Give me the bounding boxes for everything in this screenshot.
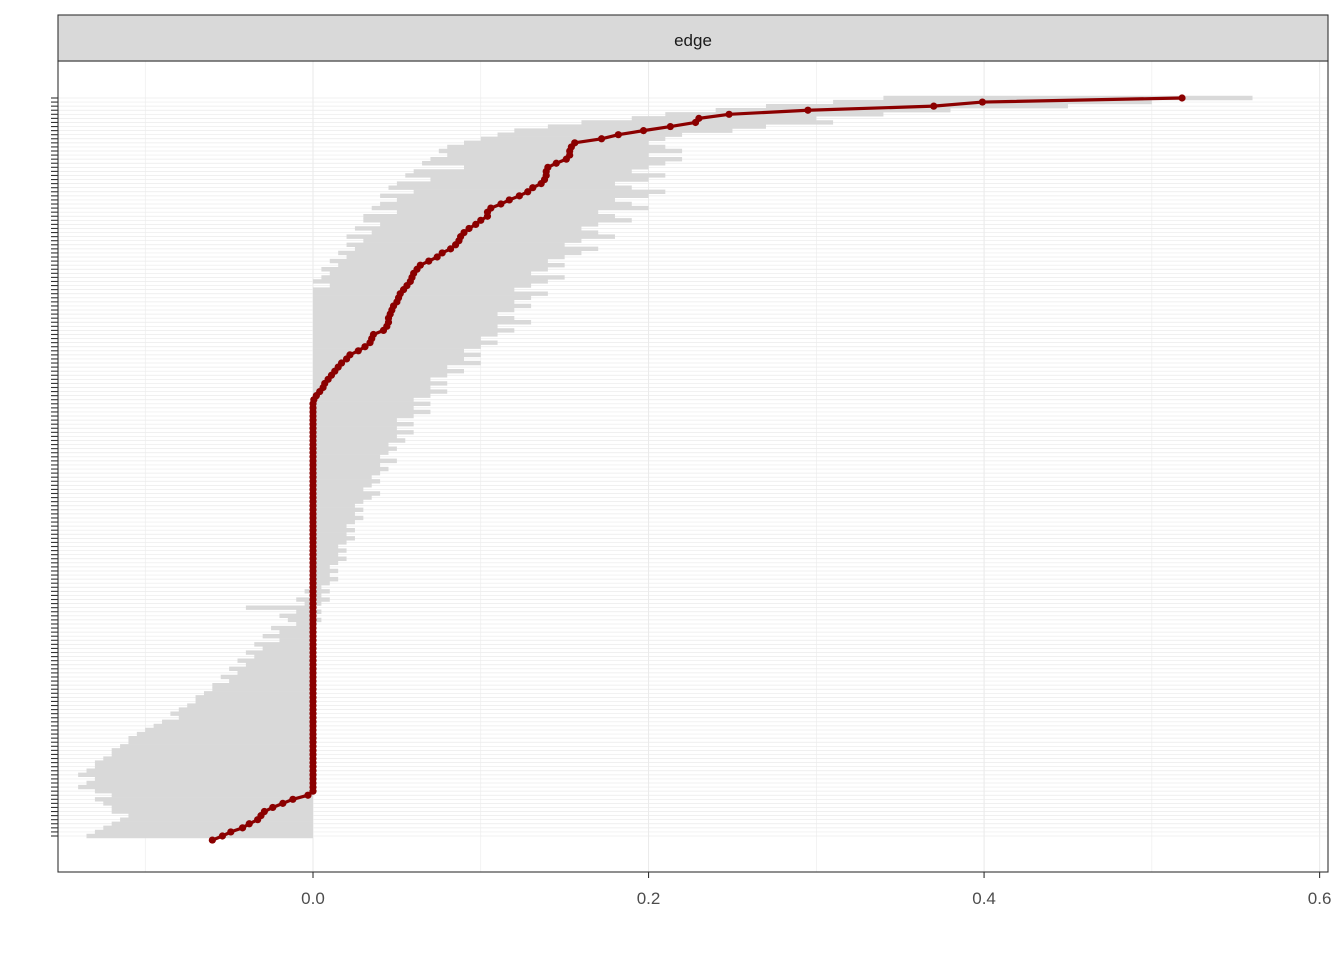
data-point bbox=[483, 212, 492, 220]
facet-strip-label: edge bbox=[674, 31, 712, 50]
data-point bbox=[477, 216, 485, 224]
data-point bbox=[227, 828, 235, 836]
data-point bbox=[342, 355, 351, 363]
data-point bbox=[309, 787, 317, 795]
data-point bbox=[529, 184, 537, 192]
data-point bbox=[515, 192, 523, 200]
data-point bbox=[725, 110, 733, 118]
data-point bbox=[245, 820, 253, 828]
data-point bbox=[497, 200, 505, 208]
facet-strip: edge bbox=[57, 14, 1329, 62]
data-point bbox=[930, 102, 938, 110]
y-axis bbox=[51, 97, 58, 837]
data-point bbox=[279, 799, 287, 807]
data-point bbox=[537, 180, 545, 188]
data-point bbox=[218, 832, 227, 840]
data-point bbox=[433, 253, 441, 261]
data-point bbox=[446, 245, 455, 253]
data-point bbox=[379, 326, 388, 335]
data-point bbox=[304, 791, 312, 799]
data-point bbox=[691, 118, 700, 127]
data-point bbox=[1178, 94, 1186, 102]
data-point bbox=[639, 127, 648, 135]
data-point bbox=[597, 135, 606, 143]
x-tick-label: 0.0 bbox=[301, 889, 325, 908]
data-point bbox=[524, 188, 532, 196]
data-point bbox=[465, 224, 473, 233]
data-point bbox=[438, 249, 446, 257]
data-point bbox=[254, 816, 262, 824]
data-point bbox=[238, 824, 247, 832]
data-point bbox=[208, 836, 216, 844]
data-point bbox=[269, 803, 277, 812]
data-point bbox=[354, 347, 362, 355]
data-point bbox=[562, 155, 570, 163]
facet-strip-background bbox=[57, 14, 1329, 62]
data-point bbox=[552, 159, 560, 167]
x-tick-label: 0.6 bbox=[1308, 889, 1332, 908]
data-point bbox=[614, 131, 622, 139]
data-point bbox=[472, 220, 480, 228]
data-point bbox=[452, 241, 460, 249]
x-tick-label: 0.4 bbox=[972, 889, 996, 908]
data-point bbox=[804, 106, 812, 114]
data-point bbox=[289, 795, 297, 803]
data-point bbox=[425, 257, 433, 265]
data-point bbox=[666, 122, 674, 131]
series-layer bbox=[208, 94, 1186, 844]
x-axis: 0.0 0.2 0.4 0.6 bbox=[301, 872, 1331, 908]
x-tick-label: 0.2 bbox=[637, 889, 661, 908]
data-point bbox=[361, 343, 369, 351]
data-point bbox=[505, 196, 513, 204]
data-point bbox=[366, 339, 374, 347]
data-point bbox=[978, 98, 986, 106]
